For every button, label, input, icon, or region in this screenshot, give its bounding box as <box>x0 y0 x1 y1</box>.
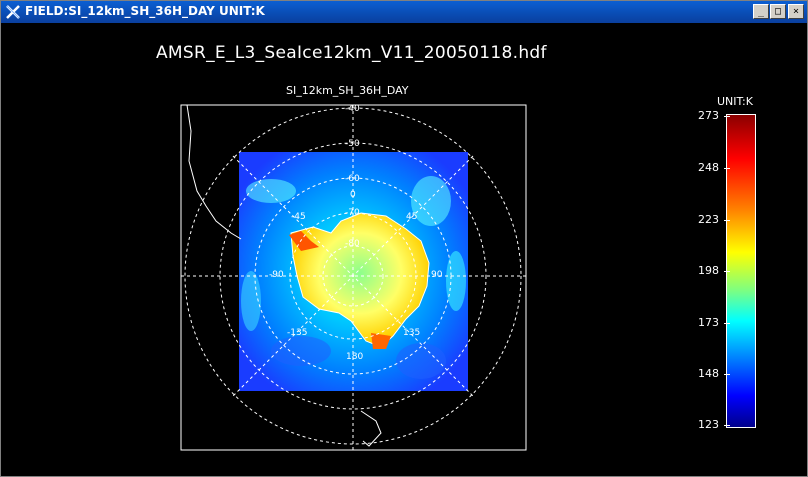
maximize-icon: □ <box>774 6 782 17</box>
ross-warm <box>371 333 391 349</box>
lat-lon-grid <box>181 105 526 450</box>
window-title: FIELD:SI_12km_SH_36H_DAY UNIT:K <box>25 4 265 18</box>
field-title: SI_12km_SH_36H_DAY <box>286 84 409 97</box>
colorbar-tick: 273 <box>689 109 730 122</box>
lon-label-180: 180 <box>346 352 363 362</box>
colorbar-tick: 148 <box>689 367 730 380</box>
lon-label-m45: -45 <box>291 212 306 222</box>
peninsula-warm <box>289 231 319 251</box>
colorbar-tick: 198 <box>689 264 730 277</box>
colorbar-tick: 173 <box>689 316 730 329</box>
raster-texture <box>241 176 466 379</box>
lon-label-90: 90 <box>431 270 443 280</box>
close-button[interactable]: × <box>788 4 804 19</box>
colorbar-tick: 223 <box>689 213 730 226</box>
unit-label: UNIT:K <box>717 95 753 108</box>
lat-label-70: -70 <box>345 208 360 218</box>
lat-label-60: -60 <box>345 174 360 184</box>
lat-label-40: -40 <box>345 104 360 114</box>
lat-label-80: -80 <box>345 239 360 249</box>
colorbar-tick: 123 <box>689 418 730 431</box>
colorbar <box>726 114 756 428</box>
lon-label-135: 135 <box>403 328 420 338</box>
title-bar[interactable]: FIELD:SI_12km_SH_36H_DAY UNIT:K _ □ × <box>1 1 807 23</box>
antarctica <box>290 212 430 348</box>
close-icon: × <box>792 6 800 17</box>
lat-label-50: -50 <box>345 139 360 149</box>
minimize-button[interactable]: _ <box>753 4 769 19</box>
lon-label-m135: -135 <box>287 328 307 338</box>
lon-label-0: 0 <box>350 190 356 200</box>
file-title: AMSR_E_L3_SeaIce12km_V11_20050118.hdf <box>156 43 547 63</box>
minimize-icon: _ <box>757 6 765 17</box>
x-logo-icon <box>6 5 20 19</box>
coastline <box>186 104 242 240</box>
colorbar-tick: 248 <box>689 161 730 174</box>
lon-label-45: 45 <box>406 212 417 222</box>
lon-label-m90: -90 <box>269 270 284 280</box>
coastline-nz <box>360 410 382 447</box>
maximize-button[interactable]: □ <box>770 4 786 19</box>
